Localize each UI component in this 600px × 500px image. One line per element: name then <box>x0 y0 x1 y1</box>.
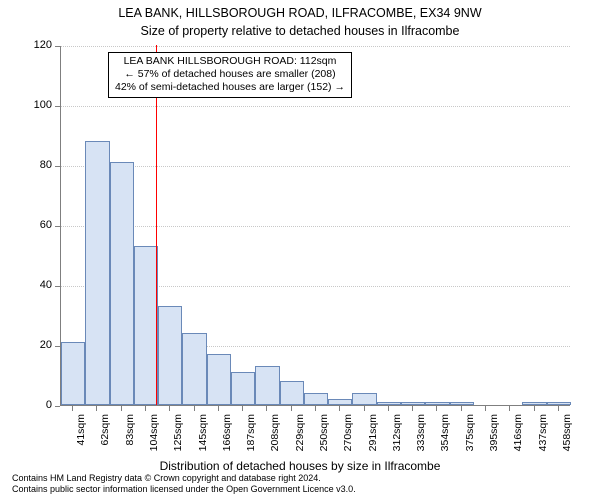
x-tick <box>194 406 195 411</box>
x-tick-label: 458sqm <box>561 414 573 464</box>
x-tick-label: 416sqm <box>512 414 524 464</box>
histogram-bar <box>255 366 279 405</box>
y-tick <box>55 346 60 347</box>
x-tick-label: 270sqm <box>342 414 354 464</box>
x-tick <box>266 406 267 411</box>
annotation-line: 42% of semi-detached houses are larger (… <box>115 81 345 94</box>
histogram-bar <box>377 402 401 405</box>
x-tick <box>388 406 389 411</box>
y-tick-label: 0 <box>28 399 52 411</box>
x-tick-label: 187sqm <box>245 414 257 464</box>
histogram-bar <box>547 402 571 405</box>
gridline <box>61 46 570 47</box>
x-tick-label: 291sqm <box>367 414 379 464</box>
x-tick <box>315 406 316 411</box>
y-tick-label: 60 <box>28 219 52 231</box>
x-tick <box>558 406 559 411</box>
footer-line: Contains public sector information licen… <box>12 484 356 494</box>
plot-area <box>60 46 570 406</box>
y-tick-label: 80 <box>28 159 52 171</box>
histogram-bar <box>158 306 182 405</box>
histogram-bar <box>425 402 449 405</box>
y-tick <box>55 406 60 407</box>
histogram-bar <box>110 162 134 405</box>
histogram-bar <box>61 342 85 405</box>
x-tick-label: 395sqm <box>488 414 500 464</box>
x-tick-label: 125sqm <box>172 414 184 464</box>
gridline <box>61 166 570 167</box>
gridline <box>61 106 570 107</box>
histogram-bar <box>280 381 304 405</box>
x-tick <box>534 406 535 411</box>
x-tick-label: 41sqm <box>75 414 87 464</box>
x-tick-label: 166sqm <box>221 414 233 464</box>
gridline <box>61 226 570 227</box>
x-tick <box>364 406 365 411</box>
histogram-bar <box>85 141 109 405</box>
x-tick <box>218 406 219 411</box>
histogram-bar <box>522 402 546 405</box>
annotation-box: LEA BANK HILLSBOROUGH ROAD: 112sqm← 57% … <box>108 52 352 98</box>
page-title: LEA BANK, HILLSBOROUGH ROAD, ILFRACOMBE,… <box>0 6 600 20</box>
x-tick <box>96 406 97 411</box>
y-tick <box>55 226 60 227</box>
x-tick <box>461 406 462 411</box>
x-tick-label: 83sqm <box>124 414 136 464</box>
x-tick-label: 208sqm <box>269 414 281 464</box>
histogram-bar <box>231 372 255 405</box>
x-tick-label: 250sqm <box>318 414 330 464</box>
marker-line <box>156 45 157 405</box>
x-tick <box>291 406 292 411</box>
footer-attribution: Contains HM Land Registry data © Crown c… <box>12 473 356 494</box>
x-tick-label: 333sqm <box>415 414 427 464</box>
x-tick-label: 62sqm <box>99 414 111 464</box>
y-tick <box>55 106 60 107</box>
x-tick <box>72 406 73 411</box>
page-subtitle: Size of property relative to detached ho… <box>0 24 600 38</box>
histogram-bar <box>134 246 158 405</box>
y-tick-label: 100 <box>28 99 52 111</box>
x-tick <box>145 406 146 411</box>
x-tick <box>169 406 170 411</box>
histogram-bar <box>182 333 206 405</box>
x-tick <box>485 406 486 411</box>
y-tick <box>55 286 60 287</box>
x-tick <box>242 406 243 411</box>
annotation-line: ← 57% of detached houses are smaller (20… <box>115 68 345 81</box>
histogram-bar <box>401 402 425 405</box>
histogram-bar <box>328 399 352 405</box>
histogram-bar <box>450 402 474 405</box>
x-tick <box>412 406 413 411</box>
histogram-bar <box>352 393 376 405</box>
x-tick <box>339 406 340 411</box>
x-tick-label: 354sqm <box>439 414 451 464</box>
annotation-line: LEA BANK HILLSBOROUGH ROAD: 112sqm <box>115 55 345 68</box>
x-tick <box>121 406 122 411</box>
x-tick-label: 312sqm <box>391 414 403 464</box>
y-tick <box>55 166 60 167</box>
footer-line: Contains HM Land Registry data © Crown c… <box>12 473 356 483</box>
x-tick-label: 145sqm <box>197 414 209 464</box>
histogram-bar <box>304 393 328 405</box>
x-tick-label: 104sqm <box>148 414 160 464</box>
y-tick-label: 20 <box>28 339 52 351</box>
y-tick-label: 120 <box>28 39 52 51</box>
chart-container: LEA BANK, HILLSBOROUGH ROAD, ILFRACOMBE,… <box>0 0 600 500</box>
x-tick <box>509 406 510 411</box>
y-tick <box>55 46 60 47</box>
histogram-bar <box>207 354 231 405</box>
x-tick-label: 437sqm <box>537 414 549 464</box>
x-tick-label: 375sqm <box>464 414 476 464</box>
x-tick-label: 229sqm <box>294 414 306 464</box>
x-tick <box>436 406 437 411</box>
y-tick-label: 40 <box>28 279 52 291</box>
